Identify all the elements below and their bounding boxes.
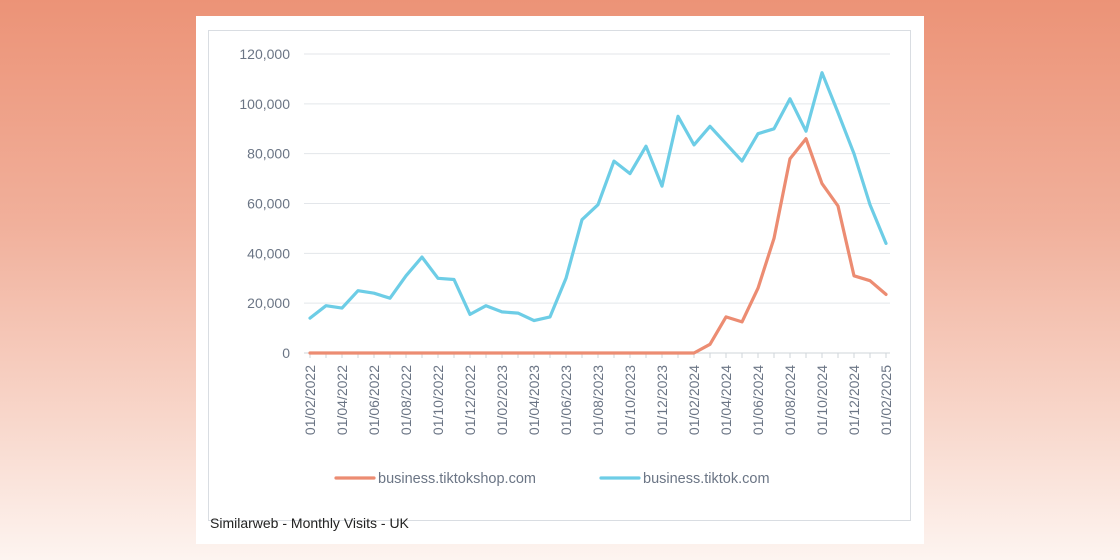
series-line — [308, 137, 888, 355]
x-tick-label: 01/08/2024 — [782, 365, 798, 435]
x-tick-label: 01/06/2024 — [750, 365, 766, 435]
legend-label: business.tiktokshop.com — [378, 471, 536, 487]
x-tick-label: 01/10/2024 — [814, 365, 830, 435]
series-line — [308, 71, 888, 323]
x-tick-label: 01/12/2023 — [654, 365, 670, 435]
x-tick-label: 01/06/2022 — [366, 365, 382, 435]
x-tick-label: 01/12/2022 — [462, 365, 478, 435]
x-tick-label: 01/08/2022 — [398, 365, 414, 435]
x-tick-label: 01/02/2024 — [686, 365, 702, 435]
legend-label: business.tiktok.com — [643, 471, 770, 487]
x-tick-label: 01/04/2023 — [526, 365, 542, 435]
y-tick-label: 40,000 — [247, 245, 290, 261]
x-tick-label: 01/12/2024 — [846, 365, 862, 435]
plot-frame — [208, 30, 911, 521]
y-tick-label: 120,000 — [239, 46, 290, 62]
chart-caption: Similarweb - Monthly Visits - UK — [210, 515, 409, 531]
x-tick-label: 01/02/2022 — [302, 365, 318, 435]
y-tick-label: 20,000 — [247, 295, 290, 311]
x-tick-label: 01/02/2025 — [878, 365, 894, 435]
x-tick-label: 01/10/2022 — [430, 365, 446, 435]
y-tick-label: 100,000 — [239, 96, 290, 112]
x-tick-label: 01/02/2023 — [494, 365, 510, 435]
x-tick-label: 01/10/2023 — [622, 365, 638, 435]
y-tick-label: 80,000 — [247, 146, 290, 162]
y-tick-label: 0 — [282, 345, 290, 361]
x-tick-label: 01/06/2023 — [558, 365, 574, 435]
x-tick-label: 01/08/2023 — [590, 365, 606, 435]
chart-card: 0 20,000 40,000 60,000 80,000 100,000 120,000 0… — [196, 16, 924, 544]
line-chart: 0 20,000 40,000 60,000 80,000 100,000 120,000 0… — [239, 46, 894, 487]
x-tick-label: 01/04/2024 — [718, 365, 734, 435]
x-tick-label: 01/04/2022 — [334, 365, 350, 435]
y-tick-label: 60,000 — [247, 196, 290, 212]
